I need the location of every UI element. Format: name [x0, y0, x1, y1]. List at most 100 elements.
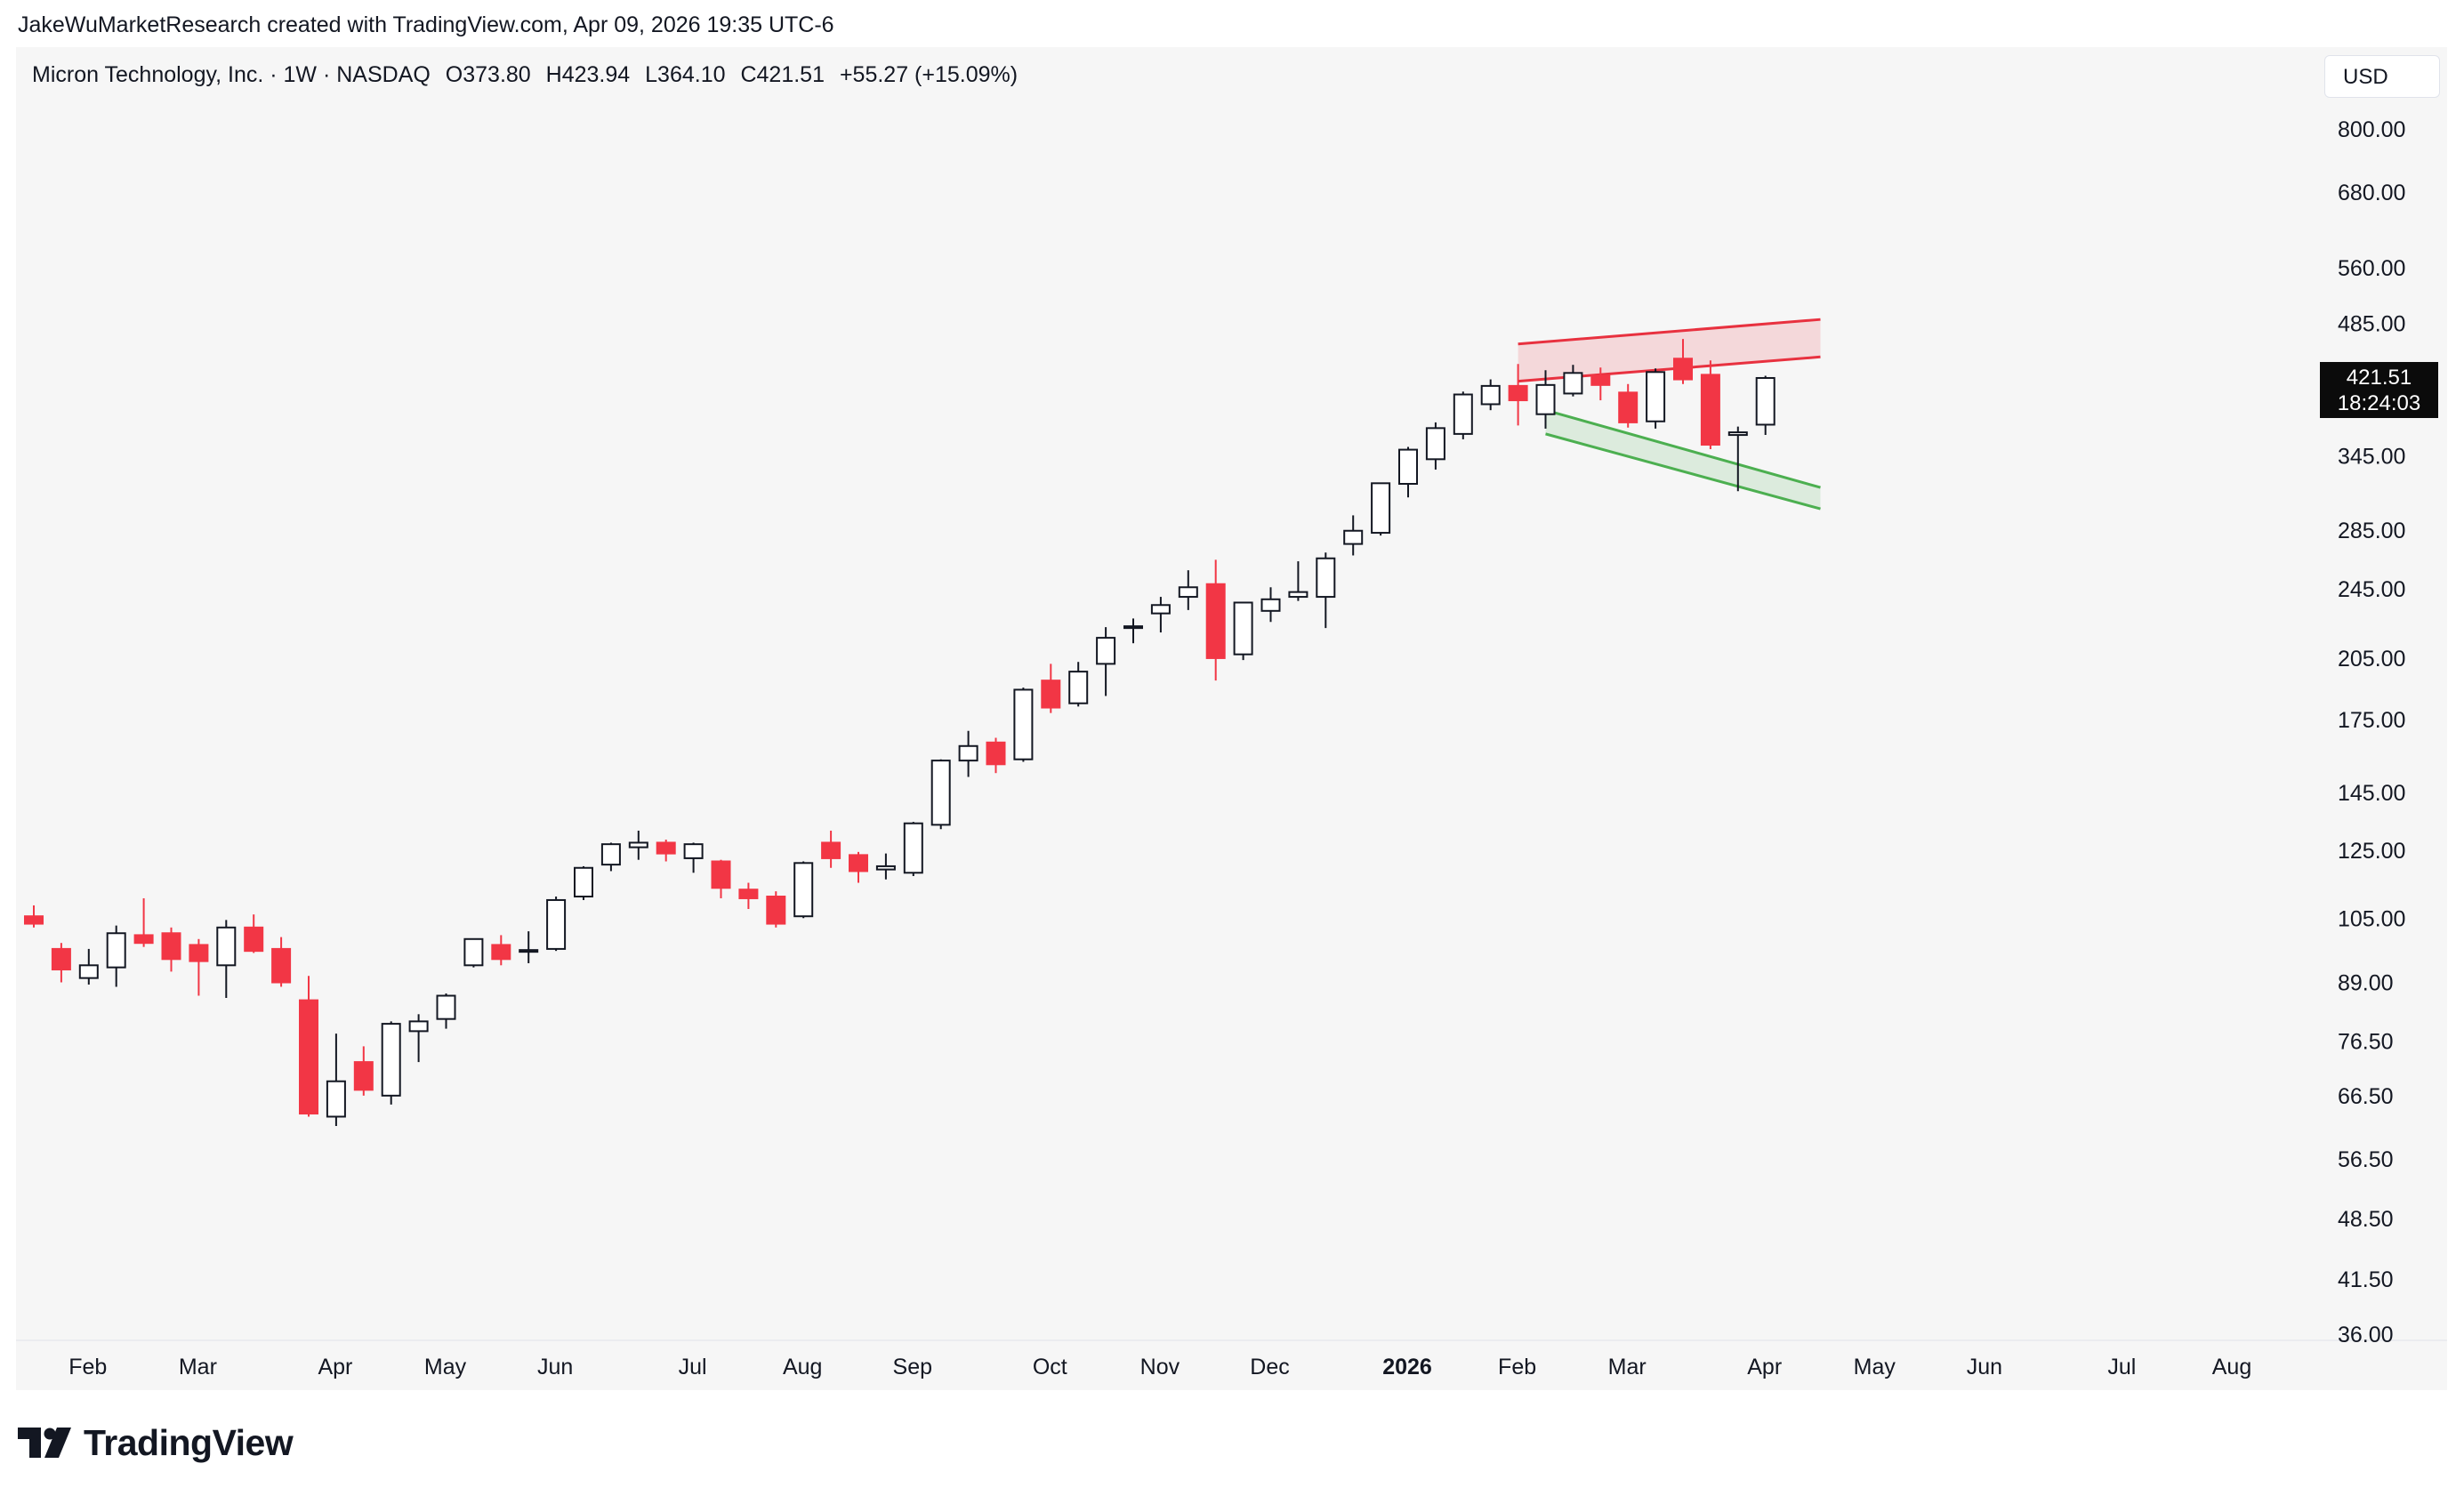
time-tick-label: Apr — [318, 1355, 352, 1379]
candle-body-up — [903, 822, 923, 874]
time-tick-label: Jul — [2107, 1355, 2136, 1379]
brand-logo[interactable]: TradingView — [18, 1420, 294, 1466]
price-tick-label: 485.00 — [2338, 312, 2405, 337]
time-tick-label: Oct — [1033, 1355, 1067, 1379]
candle — [986, 737, 1006, 774]
time-tick-label: Jun — [537, 1355, 573, 1379]
resistance-channel-fill — [1518, 319, 1821, 382]
time-tick-label: Aug — [2212, 1355, 2251, 1379]
candle — [903, 822, 923, 876]
candle-body-down — [189, 944, 209, 962]
candle-body-up — [546, 898, 567, 950]
candle — [189, 938, 209, 996]
candle-body-down — [1673, 358, 1693, 381]
candle-body-down — [51, 947, 71, 971]
candle-body-down — [738, 889, 759, 899]
price-tick-label: 76.50 — [2338, 1030, 2394, 1055]
candle — [1288, 561, 1308, 601]
candle-body-up — [216, 926, 237, 967]
candle-body-up — [930, 760, 951, 826]
candle-body-down — [1618, 391, 1639, 423]
time-tick-label: Jun — [1967, 1355, 2002, 1379]
candle-body-up — [1288, 591, 1308, 599]
ohlc-low: L364.10 — [645, 62, 726, 87]
ohlc-change: +55.27 (+15.09%) — [839, 62, 1019, 87]
support-channel-fill — [1545, 410, 1821, 510]
price-tick-label: 245.00 — [2338, 577, 2405, 602]
candle-body-down — [244, 926, 264, 953]
bar-countdown: 18:24:03 — [2337, 391, 2421, 415]
candle-body-up — [1535, 383, 1556, 415]
support-channel-lower-line — [1545, 432, 1821, 511]
candle-body-up — [1316, 557, 1336, 599]
candle — [958, 730, 978, 777]
candle-body-down — [766, 895, 786, 925]
price-tick-label: 41.50 — [2338, 1267, 2394, 1292]
candle — [353, 1046, 374, 1096]
chart-pane[interactable] — [16, 47, 2447, 1390]
candle — [519, 931, 539, 963]
candle-body-up — [958, 744, 978, 762]
time-tick-label: 2026 — [1382, 1355, 1432, 1379]
candle — [51, 943, 71, 983]
candle-body-down — [849, 854, 868, 873]
candle-body-up — [1398, 448, 1418, 486]
time-tick-label: May — [1854, 1355, 1896, 1379]
candle-body-up — [875, 865, 896, 871]
chart-credit: JakeWuMarketResearch created with Tradin… — [18, 12, 834, 37]
candle — [1398, 446, 1418, 498]
candle-body-up — [106, 932, 126, 969]
candle — [463, 937, 484, 968]
candle-body-down — [133, 934, 154, 945]
candle — [711, 859, 731, 898]
time-tick-label: May — [424, 1355, 467, 1379]
time-axis: Feb Mar Apr May Jun Jul Aug Sep Oct Nov Dec 2026 Feb… — [68, 1355, 2251, 1379]
candle — [1590, 367, 1611, 401]
brand-name: TradingView — [84, 1421, 294, 1463]
price-tick-label: 66.50 — [2338, 1084, 2394, 1109]
price-tick-label: 175.00 — [2338, 708, 2405, 733]
candle-body-up — [628, 841, 648, 849]
resistance-channel-upper-line — [1518, 318, 1821, 346]
candle — [244, 914, 264, 953]
candle — [1178, 570, 1198, 610]
candle — [1727, 426, 1748, 492]
time-tick-label: Mar — [179, 1355, 217, 1379]
candle-body-down — [24, 915, 44, 925]
symbol-header[interactable]: Micron Technology, Inc. · 1W · NASDAQ O3… — [32, 62, 1027, 88]
channel-drawings — [1518, 318, 1821, 511]
candle-body-up — [1260, 598, 1281, 612]
candle — [1260, 587, 1281, 623]
candle-body-down — [1508, 384, 1528, 402]
time-tick-label: Aug — [783, 1355, 822, 1379]
time-tick-label: Mar — [1608, 1355, 1647, 1379]
candle — [1508, 364, 1528, 426]
candle — [1205, 559, 1226, 681]
candle-body-up — [1425, 427, 1445, 461]
candle — [1673, 339, 1693, 384]
candle — [1123, 618, 1143, 644]
price-tick-label: 48.50 — [2338, 1207, 2394, 1232]
candle — [1096, 627, 1116, 696]
candle — [24, 905, 44, 928]
price-tick-label: 285.00 — [2338, 519, 2405, 543]
candle-body-down — [1590, 374, 1611, 386]
symbol-title[interactable]: Micron Technology, Inc. · 1W · NASDAQ — [32, 62, 431, 87]
candle-body-up — [1233, 601, 1253, 656]
candle-body-down — [353, 1061, 374, 1091]
candle — [1068, 662, 1089, 707]
price-tick-label: 205.00 — [2338, 647, 2405, 672]
ohlc-close: C421.51 — [740, 62, 825, 87]
currency-button[interactable]: USD — [2324, 55, 2440, 98]
candle-body-up — [78, 964, 99, 979]
candle — [271, 937, 292, 987]
candle — [1535, 370, 1556, 429]
support-channel-upper-line — [1545, 408, 1821, 489]
candle — [1755, 375, 1776, 435]
candle — [1618, 383, 1639, 428]
price-tick-label: 560.00 — [2338, 256, 2405, 281]
candle-body-down — [1700, 374, 1720, 446]
candles — [24, 339, 1776, 1127]
candle-body-up — [1068, 671, 1089, 704]
